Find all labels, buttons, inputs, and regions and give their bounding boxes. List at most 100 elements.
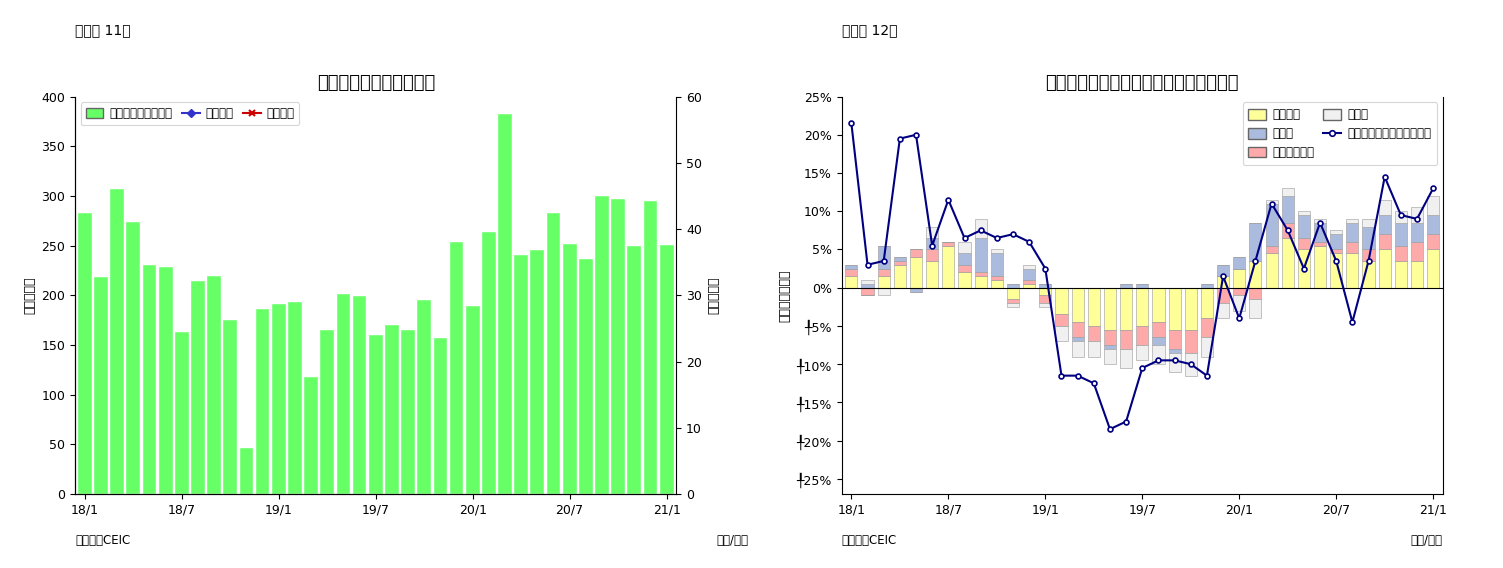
Bar: [433, 338, 448, 494]
Bar: [1347, 253, 1359, 288]
Bar: [990, 253, 1003, 276]
Text: （図表 11）: （図表 11）: [75, 23, 131, 37]
Bar: [1120, 284, 1132, 288]
Bar: [1347, 223, 1359, 242]
Bar: [1314, 245, 1326, 288]
Bar: [959, 273, 971, 288]
Bar: [1055, 288, 1067, 315]
Bar: [1411, 261, 1423, 288]
Bar: [1201, 337, 1213, 357]
Bar: [1249, 299, 1261, 318]
Bar: [385, 325, 398, 494]
Title: シンガポール　貳易収支: シンガポール 貳易収支: [317, 74, 434, 92]
Bar: [1232, 257, 1246, 269]
Bar: [1088, 288, 1100, 326]
Bar: [1314, 219, 1326, 223]
Bar: [1168, 349, 1181, 353]
Bar: [1378, 215, 1390, 234]
Bar: [1330, 234, 1342, 249]
Bar: [1330, 253, 1342, 288]
Bar: [1153, 288, 1165, 322]
Bar: [974, 238, 987, 273]
Bar: [974, 273, 987, 276]
Bar: [1249, 223, 1261, 261]
Bar: [239, 449, 254, 494]
Bar: [110, 189, 125, 494]
Text: （資料）CEIC: （資料）CEIC: [75, 534, 131, 547]
Bar: [1217, 288, 1229, 303]
Bar: [990, 249, 1003, 253]
Bar: [1055, 315, 1067, 326]
Bar: [1007, 284, 1019, 288]
Bar: [1136, 288, 1148, 326]
Bar: [337, 294, 350, 494]
Bar: [1201, 284, 1213, 288]
Bar: [1184, 288, 1196, 330]
Bar: [531, 249, 544, 494]
Bar: [1217, 276, 1229, 288]
Bar: [1297, 249, 1311, 288]
Bar: [1266, 200, 1278, 203]
Bar: [449, 241, 463, 494]
Bar: [1072, 322, 1084, 337]
Bar: [1168, 330, 1181, 349]
Bar: [926, 227, 938, 238]
Bar: [1136, 284, 1148, 288]
Text: （図表 12）: （図表 12）: [842, 23, 897, 37]
Bar: [878, 269, 890, 276]
Bar: [256, 309, 269, 494]
Y-axis label: （億ドル）: （億ドル）: [23, 277, 36, 314]
Bar: [1120, 330, 1132, 349]
Bar: [1314, 242, 1326, 245]
Bar: [353, 296, 367, 494]
Bar: [878, 245, 890, 269]
Bar: [1103, 330, 1117, 345]
Bar: [1039, 295, 1052, 303]
Bar: [95, 277, 108, 494]
Bar: [191, 281, 204, 494]
Bar: [1007, 303, 1019, 307]
Bar: [78, 213, 92, 494]
Bar: [1232, 295, 1246, 311]
Bar: [562, 244, 577, 494]
Bar: [1103, 345, 1117, 349]
Bar: [926, 261, 938, 288]
Bar: [1217, 265, 1229, 276]
Bar: [224, 320, 237, 494]
Bar: [1153, 345, 1165, 364]
Bar: [143, 265, 156, 494]
Bar: [926, 249, 938, 261]
Bar: [894, 265, 906, 288]
Bar: [942, 245, 954, 288]
Bar: [942, 242, 954, 245]
Bar: [1039, 288, 1052, 295]
Bar: [1007, 299, 1019, 303]
Bar: [1266, 203, 1278, 245]
Bar: [1072, 288, 1084, 322]
Bar: [1103, 288, 1117, 330]
Bar: [1378, 249, 1390, 288]
Bar: [1282, 196, 1294, 223]
Bar: [1217, 303, 1229, 318]
Bar: [1363, 261, 1375, 288]
Bar: [990, 280, 1003, 288]
Bar: [159, 266, 173, 494]
Bar: [174, 332, 189, 494]
Bar: [579, 258, 592, 494]
Bar: [1072, 337, 1084, 341]
Bar: [320, 330, 334, 494]
Bar: [909, 257, 921, 288]
Bar: [1266, 245, 1278, 253]
Bar: [1120, 349, 1132, 368]
Bar: [660, 245, 673, 494]
Bar: [1378, 234, 1390, 249]
Bar: [959, 242, 971, 253]
Bar: [289, 302, 302, 494]
Bar: [894, 261, 906, 265]
Bar: [418, 300, 431, 494]
Bar: [1411, 207, 1423, 223]
Bar: [1347, 242, 1359, 253]
Bar: [1024, 269, 1036, 280]
Text: （年/月）: （年/月）: [717, 534, 748, 547]
Bar: [1072, 341, 1084, 357]
